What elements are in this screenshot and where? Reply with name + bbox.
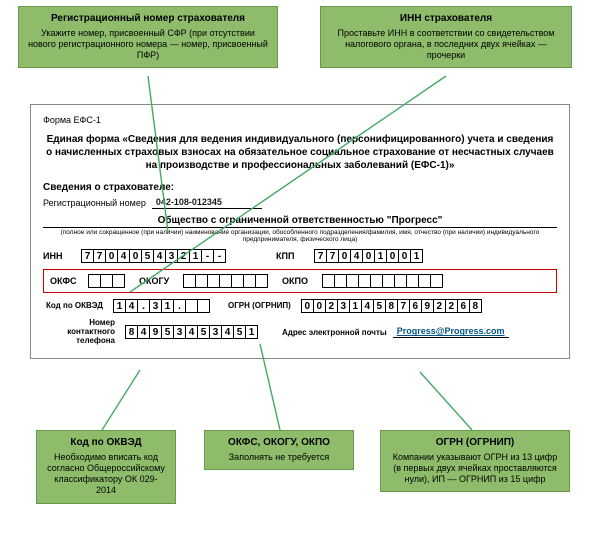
inn-cells: 7704054321-- <box>81 249 226 263</box>
okpo-cells <box>322 274 443 288</box>
org-sub: (полное или сокращенное (при наличии) на… <box>43 229 557 243</box>
reg-label: Регистрационный номер <box>43 198 146 208</box>
callout-okfs-title: ОКФС, ОКОГУ, ОКПО <box>213 437 345 450</box>
section-label: Сведения о страхователе: <box>43 182 557 193</box>
cell: 8 <box>469 299 482 313</box>
callout-okved-body: Необходимо вписать код согласно Общеросс… <box>45 452 167 497</box>
form-efc1: Форма EФС-1 Единая форма «Сведения для в… <box>30 104 570 359</box>
cell: 1 <box>245 325 258 339</box>
okogu-label: ОКОГУ <box>139 276 179 286</box>
email-label: Адрес электронной почты <box>282 328 387 337</box>
cell <box>255 274 268 288</box>
reg-value: 042-108-012345 <box>152 197 262 209</box>
phone-cells: 84953453451 <box>125 325 258 339</box>
reg-row: Регистрационный номер 042-108-012345 <box>43 197 557 209</box>
callout-ogrn-title: ОГРН (ОГРНИП) <box>389 437 561 450</box>
phone-email-row: Номер контактного телефона 84953453451 А… <box>43 319 557 345</box>
callout-ogrn-body: Компании указывают ОГРН из 13 цифр (в пе… <box>389 452 561 486</box>
inn-kpp-row: ИНН 7704054321-- КПП 770401001 <box>43 249 557 263</box>
callout-reg-title: Регистрационный номер страхователя <box>27 13 269 26</box>
cell: - <box>213 249 226 263</box>
callout-inn-body: Проставьте ИНН в соответствии со свидете… <box>329 28 563 62</box>
okfs-label: ОКФС <box>50 276 84 286</box>
callout-okfs-body: Заполнять не требуется <box>213 452 345 463</box>
kpp-label: КПП <box>276 251 310 261</box>
ogrn-label: ОГРН (ОГРНИП) <box>228 302 291 311</box>
okved-label: Код по ОКВЭД <box>43 302 103 311</box>
callout-okved-title: Код по ОКВЭД <box>45 437 167 450</box>
cell <box>197 299 210 313</box>
okogu-cells <box>183 274 268 288</box>
inn-label: ИНН <box>43 251 77 261</box>
org-name: Общество с ограниченной ответственностью… <box>43 215 557 228</box>
callout-okved: Код по ОКВЭД Необходимо вписать код согл… <box>36 430 176 504</box>
okpo-label: ОКПО <box>282 276 318 286</box>
email-link[interactable]: Progress@Progress.com <box>397 326 505 336</box>
form-title: Единая форма «Сведения для ведения индив… <box>43 133 557 172</box>
okfs-cells <box>88 274 125 288</box>
okved-cells: 14.31. <box>113 299 210 313</box>
kpp-cells: 770401001 <box>314 249 423 263</box>
callout-inn: ИНН страхователя Проставьте ИНН в соотве… <box>320 6 572 68</box>
callout-ogrn: ОГРН (ОГРНИП) Компании указывают ОГРН из… <box>380 430 570 492</box>
callout-okfs: ОКФС, ОКОГУ, ОКПО Заполнять не требуется <box>204 430 354 470</box>
okved-ogrn-row: Код по ОКВЭД 14.31. ОГРН (ОГРНИП) 002314… <box>43 299 557 313</box>
cell <box>112 274 125 288</box>
form-code: Форма EФС-1 <box>43 115 557 125</box>
callout-inn-title: ИНН страхователя <box>329 13 563 26</box>
org-block: Общество с ограниченной ответственностью… <box>43 215 557 243</box>
callout-reg-body: Укажите номер, присвоенный СФР (при отсу… <box>27 28 269 62</box>
cell <box>430 274 443 288</box>
cell: 1 <box>410 249 423 263</box>
okfs-box: ОКФС ОКОГУ ОКПО <box>43 269 557 293</box>
callout-reg-num: Регистрационный номер страхователя Укажи… <box>18 6 278 68</box>
ogrn-cells: 002314587692268 <box>301 299 482 313</box>
phone-label: Номер контактного телефона <box>43 319 115 345</box>
